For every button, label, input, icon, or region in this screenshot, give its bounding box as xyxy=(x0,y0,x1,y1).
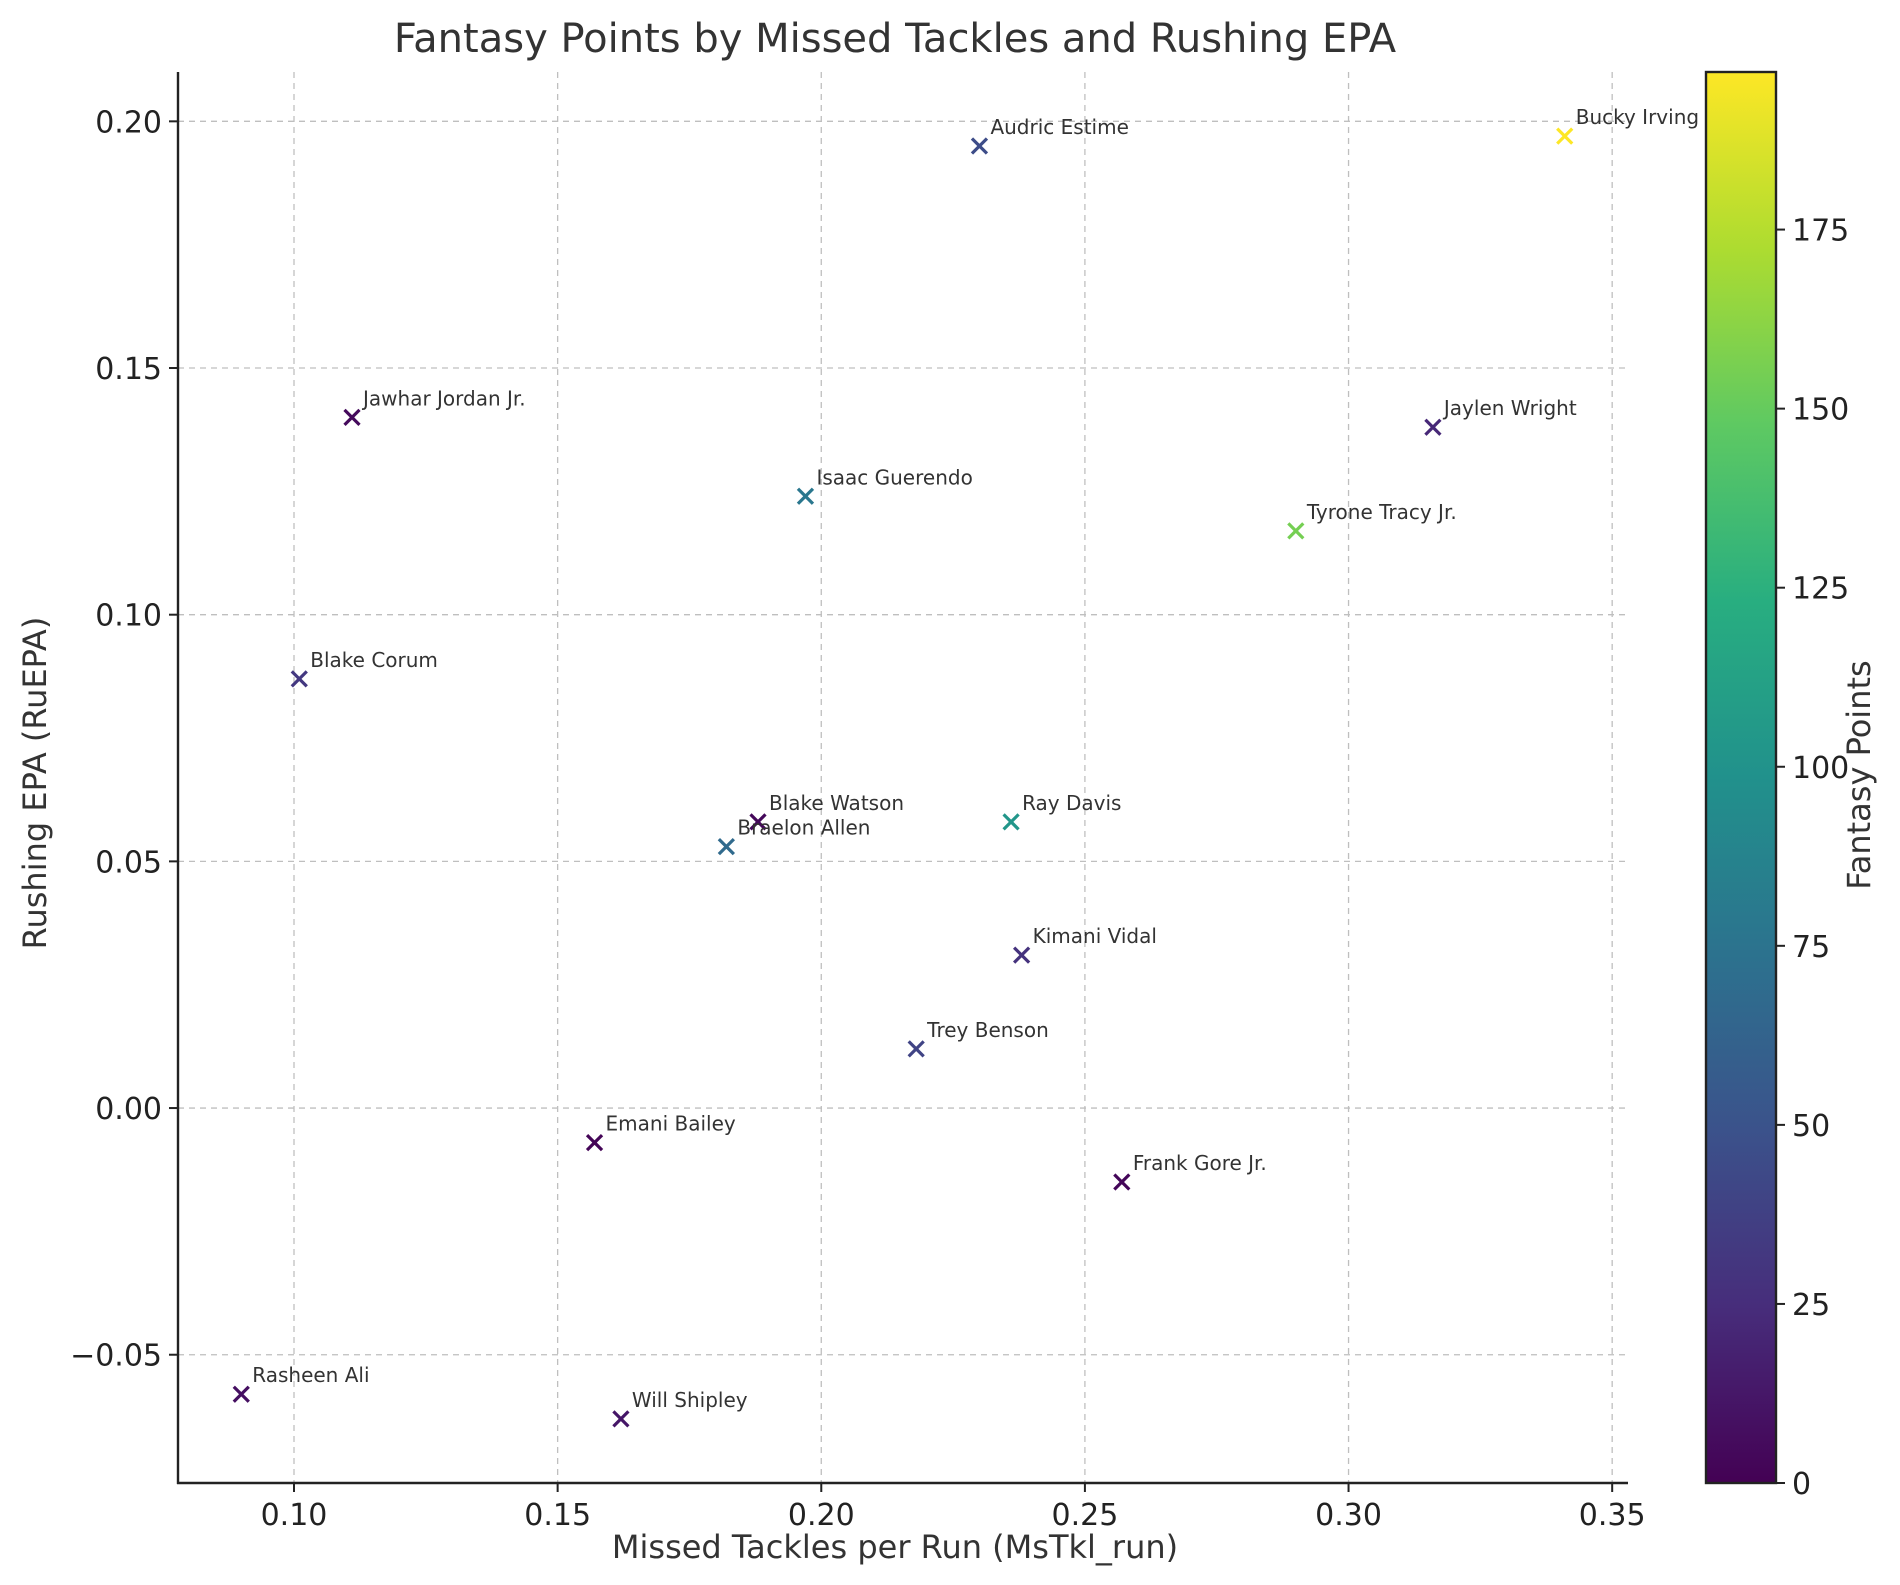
data-point xyxy=(585,1133,604,1152)
colorbar-tick-label: 75 xyxy=(1792,930,1830,965)
colorbar-gradient xyxy=(1704,70,1778,1485)
y-tick-label: 0.10 xyxy=(95,599,162,634)
point-label: Emani Bailey xyxy=(606,1112,736,1136)
point-label: Bucky Irving xyxy=(1576,105,1699,129)
colorbar-tick-label: 100 xyxy=(1792,751,1849,786)
x-tick-label: 0.20 xyxy=(788,1498,855,1533)
point-label: Blake Watson xyxy=(769,791,904,815)
data-point xyxy=(1287,522,1305,540)
marker-stroke xyxy=(1287,522,1305,540)
colorbar-tick-label: 25 xyxy=(1792,1288,1830,1323)
marker-stroke xyxy=(749,813,767,831)
data-point xyxy=(717,837,735,856)
marker-stroke xyxy=(1556,127,1574,145)
colorbar-tick-label: 0 xyxy=(1792,1467,1811,1502)
point-label: Ray Davis xyxy=(1022,791,1121,815)
point-label: Tyrone Tracy Jr. xyxy=(1306,500,1457,524)
point-label: Frank Gore Jr. xyxy=(1133,1151,1267,1175)
x-tick-label: 0.25 xyxy=(1052,1498,1119,1533)
marker-stroke xyxy=(612,1410,630,1428)
marker-stroke xyxy=(970,137,989,155)
point-label: Blake Corum xyxy=(310,648,438,672)
data-point xyxy=(232,1385,250,1403)
point-label: Will Shipley xyxy=(632,1388,748,1412)
y-axis-label: Rushing EPA (RuEPA) xyxy=(16,617,54,950)
x-tick-label: 0.35 xyxy=(1579,1498,1646,1533)
x-axis-label: Missed Tackles per Run (MsTkl_run) xyxy=(612,1528,1178,1566)
data-point xyxy=(970,137,989,155)
y-tick-label: 0.05 xyxy=(95,845,162,880)
y-tick-label: 0.15 xyxy=(95,352,162,387)
marker-stroke xyxy=(1113,1173,1131,1191)
data-points xyxy=(232,127,1574,1428)
data-point xyxy=(290,670,308,688)
x-tick-label: 0.10 xyxy=(261,1498,328,1533)
colorbar-tick-label: 150 xyxy=(1792,393,1849,428)
colorbar-tick-label: 50 xyxy=(1792,1109,1830,1144)
point-label: Rasheen Ali xyxy=(252,1363,369,1387)
marker-stroke xyxy=(1002,813,1020,831)
point-labels: Bucky Irving Audric Estime Jawhar Jordan J… xyxy=(252,105,1699,1412)
data-point xyxy=(1424,418,1442,436)
marker-stroke xyxy=(1013,946,1031,964)
marker-stroke xyxy=(585,1133,604,1152)
marker-stroke xyxy=(290,670,308,688)
marker-stroke xyxy=(1424,418,1442,436)
marker-stroke xyxy=(232,1385,250,1403)
x-tick-label: 0.30 xyxy=(1315,1498,1382,1533)
point-label: Audric Estime xyxy=(990,115,1128,139)
data-point xyxy=(1556,127,1574,145)
colorbar-tick-label: 175 xyxy=(1792,214,1849,249)
marker-stroke xyxy=(717,837,735,856)
x-tick-label: 0.15 xyxy=(524,1498,591,1533)
marker-stroke xyxy=(796,487,815,505)
data-point xyxy=(907,1040,925,1058)
data-point xyxy=(612,1410,630,1428)
point-label: Jaylen Wright xyxy=(1442,396,1577,420)
y-tick-label: −0.05 xyxy=(70,1339,162,1374)
y-tick-label: 0.20 xyxy=(95,105,162,140)
data-point xyxy=(1013,946,1031,964)
grid xyxy=(178,72,1628,1483)
data-point xyxy=(1002,813,1020,831)
point-label: Isaac Guerendo xyxy=(816,465,972,489)
data-point xyxy=(749,813,767,831)
marker-stroke xyxy=(343,408,361,426)
y-tick-label: 0.00 xyxy=(95,1092,162,1127)
point-label: Kimani Vidal xyxy=(1033,924,1157,948)
data-point xyxy=(343,408,361,426)
data-point xyxy=(1113,1173,1131,1191)
data-point xyxy=(796,487,815,505)
chart-title: Fantasy Points by Missed Tackles and Rus… xyxy=(394,16,1397,62)
point-label: Braelon Allen xyxy=(737,816,870,840)
marker-stroke xyxy=(907,1040,925,1058)
point-label: Trey Benson xyxy=(926,1018,1049,1042)
colorbar-label: Fantasy Points xyxy=(1840,660,1878,889)
point-label: Jawhar Jordan Jr. xyxy=(361,386,526,410)
colorbar: 0 25 50 75 100 125 150 175 xyxy=(1704,70,1849,1502)
colorbar-tick-label: 125 xyxy=(1792,572,1849,607)
axes: 0.10 0.15 0.20 0.25 0.30 0.35 −0.05 0.00 0.05 0.1… xyxy=(70,72,1646,1533)
